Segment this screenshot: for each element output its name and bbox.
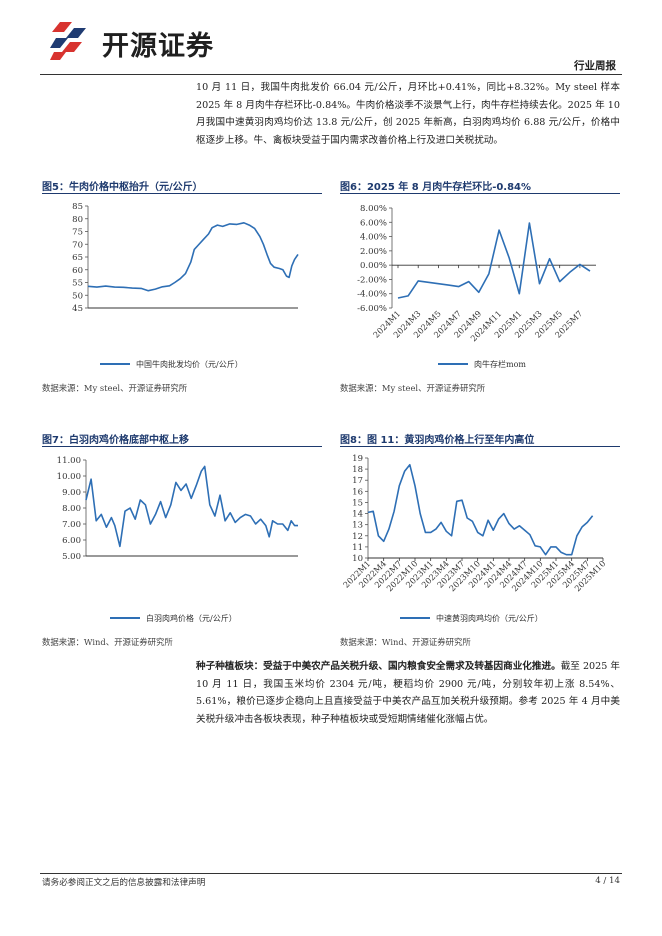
footer-disclaimer: 请务必参阅正文之后的信息披露和法律声明 bbox=[42, 878, 206, 888]
y-tick-label: -4.00% bbox=[357, 290, 387, 300]
y-tick-label: 65 bbox=[72, 253, 83, 263]
legend-label-beef-price: 中国牛肉批发均价（元/公斤） bbox=[136, 359, 243, 369]
figure-7-source: 数据来源：Wind、开源证券研究所 bbox=[42, 637, 173, 647]
header-divider bbox=[40, 74, 622, 75]
figure-7-title-rule bbox=[42, 446, 322, 447]
legend-label-yellow-broiler: 中速黄羽肉鸡均价（元/公斤） bbox=[436, 613, 543, 623]
legend-label-white-broiler: 白羽肉鸡价格（元/公斤） bbox=[146, 613, 237, 623]
figure-5-title: 图5：牛肉价格中枢抬升（元/公斤） bbox=[42, 182, 203, 193]
legend-label-cattle-mom: 肉牛存栏mom bbox=[474, 359, 526, 369]
y-tick-label: 15 bbox=[352, 498, 363, 508]
y-tick-label: 18 bbox=[352, 465, 363, 475]
brand-mark-icon bbox=[50, 22, 86, 60]
cattle-inventory-legend: 肉牛存栏mom bbox=[438, 359, 526, 369]
y-tick-label: 14 bbox=[352, 510, 363, 520]
cattle-inventory-chart: -6.00% -4.00% -2.00% 0.00% 2.00% 4.00% 6.00% 8.… bbox=[357, 204, 596, 369]
report-type-label: 行业周报 bbox=[574, 60, 616, 72]
white-broiler-x-axis: 2020-02-282021-02-282022-02-282023-02-28… bbox=[86, 555, 298, 557]
beef-price-x-axis: 2014-04-012015-04-012016-04-012017-04-01… bbox=[88, 307, 298, 309]
y-tick-label: 11 bbox=[352, 543, 363, 553]
figure-7-title: 图7：白羽肉鸡价格底部中枢上移 bbox=[42, 435, 189, 446]
cattle-inventory-x-axis: 2024M12024M32024M52024M72024M92024M11202… bbox=[371, 264, 596, 343]
figure-8-title: 图8：图 11：黄羽肉鸡价格上行至年内高位 bbox=[340, 435, 535, 446]
figure-8-source: 数据来源：Wind、开源证券研究所 bbox=[340, 637, 471, 647]
page-number: 4 / 14 bbox=[595, 876, 620, 886]
figure-5-title-rule bbox=[42, 193, 322, 194]
beef-price-y-axis: 45 50 55 60 65 70 75 80 85 bbox=[72, 202, 89, 314]
brand-name: 开源证券 bbox=[102, 31, 214, 62]
y-tick-label: 80 bbox=[72, 215, 83, 225]
white-broiler-price-chart: 5.00 6.00 7.00 8.00 9.00 10.00 11.00 2020-02-2… bbox=[57, 456, 298, 623]
y-tick-label: 75 bbox=[72, 228, 83, 238]
series-line bbox=[397, 222, 591, 299]
cattle-inventory-y-axis: -6.00% -4.00% -2.00% 0.00% 2.00% 4.00% 6.00% 8.… bbox=[357, 204, 393, 314]
y-tick-label: 16 bbox=[352, 487, 363, 497]
y-tick-label: 5.00 bbox=[62, 552, 81, 562]
yellow-broiler-legend: 中速黄羽肉鸡均价（元/公斤） bbox=[400, 613, 543, 623]
y-tick-label: -2.00% bbox=[357, 275, 387, 285]
y-tick-label: 70 bbox=[72, 240, 83, 250]
white-broiler-legend: 白羽肉鸡价格（元/公斤） bbox=[110, 613, 237, 623]
y-tick-label: -6.00% bbox=[357, 304, 387, 314]
beef-price-legend: 中国牛肉批发均价（元/公斤） bbox=[100, 359, 243, 369]
y-tick-label: 13 bbox=[352, 521, 363, 531]
seed-sector-paragraph: 种子种植板块：受益于中美农产品关税升级、国内粮食安全需求及转基因商业化推进。截至… bbox=[196, 658, 620, 728]
y-tick-label: 17 bbox=[352, 476, 363, 486]
y-tick-label: 6.00 bbox=[62, 536, 81, 546]
company-logo: 开源证券 bbox=[50, 18, 260, 62]
white-broiler-y-axis: 5.00 6.00 7.00 8.00 9.00 10.00 11.00 bbox=[57, 456, 87, 562]
figure-6-title: 图6：2025 年 8 月肉牛存栏环比-0.84% bbox=[340, 182, 532, 193]
y-tick-label: 60 bbox=[72, 266, 83, 276]
y-tick-label: 10 bbox=[352, 554, 363, 564]
y-tick-label: 12 bbox=[352, 532, 363, 542]
y-tick-label: 55 bbox=[72, 279, 83, 289]
y-tick-label: 2.00% bbox=[360, 247, 387, 257]
y-tick-label: 4.00% bbox=[360, 233, 387, 243]
y-tick-label: 0.00% bbox=[360, 261, 387, 271]
y-tick-label: 45 bbox=[72, 304, 83, 314]
series-line bbox=[87, 221, 299, 292]
y-tick-label: 10.00 bbox=[57, 472, 81, 482]
y-tick-label: 8.00 bbox=[62, 504, 81, 514]
intro-paragraph: 10 月 11 日，我国牛肉批发价 66.04 元/公斤，月环比+0.41%，同… bbox=[196, 82, 620, 146]
seed-sector-body: 截至 2025 年 10 月 11 日，我国玉米均价 2304 元/吨，粳稻均价… bbox=[196, 661, 621, 725]
figure-6-title-rule bbox=[340, 193, 620, 194]
y-tick-label: 19 bbox=[352, 454, 363, 464]
y-tick-label: 6.00% bbox=[360, 218, 387, 228]
y-tick-label: 9.00 bbox=[62, 488, 81, 498]
y-tick-label: 11.00 bbox=[57, 456, 81, 466]
footer-divider bbox=[40, 873, 622, 874]
seed-sector-lead: 种子种植板块：受益于中美农产品关税升级、国内粮食安全需求及转基因商业化推进。 bbox=[196, 661, 561, 672]
figure-8-title-rule bbox=[340, 446, 620, 447]
yellow-broiler-x-axis: 2022M12022M42022M72022M102023M12023M4202… bbox=[341, 557, 607, 593]
y-tick-label: 50 bbox=[72, 291, 83, 301]
series-line bbox=[85, 465, 298, 548]
series-line bbox=[367, 463, 594, 556]
y-tick-label: 8.00% bbox=[360, 204, 387, 214]
y-tick-label: 85 bbox=[72, 202, 83, 212]
figure-5-source: 数据来源：My steel、开源证券研究所 bbox=[42, 383, 188, 393]
y-tick-label: 7.00 bbox=[62, 520, 81, 530]
beef-price-chart: 45 50 55 60 65 70 75 80 85 2014-04-012015-04-012… bbox=[72, 202, 299, 369]
figure-6-source: 数据来源：My steel、开源证券研究所 bbox=[340, 383, 486, 393]
